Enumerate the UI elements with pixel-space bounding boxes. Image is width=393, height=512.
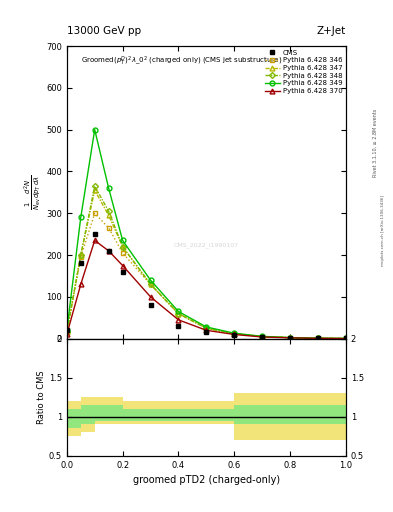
Pythia 6.428 347 <box>106 212 111 219</box>
CMS <box>343 335 348 342</box>
Pythia 6.428 346 <box>148 281 153 287</box>
Pythia 6.428 370 <box>120 263 125 269</box>
X-axis label: groomed pTD2 (charged-only): groomed pTD2 (charged-only) <box>133 475 280 485</box>
Pythia 6.428 346 <box>176 310 181 316</box>
Pythia 6.428 347 <box>260 333 264 339</box>
Line: Pythia 6.428 349: Pythia 6.428 349 <box>64 127 348 341</box>
Pythia 6.428 347 <box>343 335 348 342</box>
Pythia 6.428 346 <box>64 329 69 335</box>
Pythia 6.428 347 <box>120 244 125 250</box>
Pythia 6.428 347 <box>79 252 83 258</box>
Text: mcplots.cern.ch [arXiv:1306.3436]: mcplots.cern.ch [arXiv:1306.3436] <box>381 195 385 266</box>
CMS <box>288 335 292 341</box>
Pythia 6.428 347 <box>316 335 320 342</box>
Pythia 6.428 370 <box>343 335 348 342</box>
Line: Pythia 6.428 348: Pythia 6.428 348 <box>65 184 348 340</box>
CMS <box>316 335 320 342</box>
Pythia 6.428 347 <box>92 187 97 194</box>
Pythia 6.428 370 <box>316 335 320 342</box>
CMS <box>120 269 125 275</box>
Pythia 6.428 346 <box>106 225 111 231</box>
Pythia 6.428 348 <box>120 244 125 250</box>
Pythia 6.428 348 <box>260 333 264 339</box>
Pythia 6.428 370 <box>288 335 292 341</box>
Pythia 6.428 370 <box>176 317 181 323</box>
Text: 13000 GeV pp: 13000 GeV pp <box>67 26 141 36</box>
Pythia 6.428 347 <box>204 325 209 331</box>
Pythia 6.428 349 <box>260 333 264 339</box>
Pythia 6.428 347 <box>176 310 181 316</box>
Pythia 6.428 349 <box>92 126 97 133</box>
Pythia 6.428 348 <box>204 325 209 331</box>
Pythia 6.428 348 <box>92 183 97 189</box>
CMS <box>106 248 111 254</box>
Pythia 6.428 349 <box>176 308 181 314</box>
Pythia 6.428 349 <box>232 330 237 336</box>
Legend: CMS, Pythia 6.428 346, Pythia 6.428 347, Pythia 6.428 348, Pythia 6.428 349, Pyt: CMS, Pythia 6.428 346, Pythia 6.428 347,… <box>263 48 344 96</box>
Text: Groomed$(p_T^D)^2\lambda\_0^2$ (charged only) (CMS jet substructure): Groomed$(p_T^D)^2\lambda\_0^2$ (charged … <box>81 55 282 68</box>
Pythia 6.428 349 <box>106 185 111 191</box>
Pythia 6.428 346 <box>260 333 264 339</box>
Pythia 6.428 349 <box>204 324 209 330</box>
Line: Pythia 6.428 370: Pythia 6.428 370 <box>64 238 348 341</box>
Pythia 6.428 348 <box>176 310 181 316</box>
Pythia 6.428 349 <box>120 238 125 244</box>
Pythia 6.428 348 <box>64 329 69 335</box>
Pythia 6.428 349 <box>343 335 348 342</box>
Text: Rivet 3.1.10, ≥ 2.8M events: Rivet 3.1.10, ≥ 2.8M events <box>373 109 378 178</box>
Pythia 6.428 348 <box>316 335 320 342</box>
Y-axis label: $\frac{1}{N_\mathrm{ev}}\frac{d^2N}{dp_T\,d\lambda}$: $\frac{1}{N_\mathrm{ev}}\frac{d^2N}{dp_T… <box>22 175 43 210</box>
Pythia 6.428 348 <box>288 334 292 340</box>
CMS <box>204 329 209 335</box>
CMS <box>176 323 181 329</box>
Pythia 6.428 348 <box>79 252 83 258</box>
Pythia 6.428 346 <box>79 254 83 260</box>
Pythia 6.428 349 <box>79 215 83 221</box>
Line: CMS: CMS <box>64 232 348 341</box>
Pythia 6.428 346 <box>288 334 292 340</box>
Pythia 6.428 370 <box>148 294 153 300</box>
CMS <box>148 302 153 308</box>
Pythia 6.428 346 <box>232 331 237 337</box>
Pythia 6.428 346 <box>92 210 97 217</box>
Pythia 6.428 346 <box>343 335 348 342</box>
Y-axis label: Ratio to CMS: Ratio to CMS <box>37 370 46 424</box>
Pythia 6.428 349 <box>288 334 292 340</box>
Pythia 6.428 346 <box>316 335 320 342</box>
Text: Z+Jet: Z+Jet <box>317 26 346 36</box>
Pythia 6.428 347 <box>64 329 69 335</box>
Pythia 6.428 349 <box>316 335 320 342</box>
Pythia 6.428 370 <box>106 248 111 254</box>
Pythia 6.428 370 <box>232 331 237 337</box>
Pythia 6.428 370 <box>79 281 83 287</box>
Pythia 6.428 370 <box>64 331 69 337</box>
Text: CMS_2022_I1990107: CMS_2022_I1990107 <box>174 242 239 248</box>
Pythia 6.428 349 <box>64 327 69 333</box>
Pythia 6.428 346 <box>120 250 125 256</box>
Pythia 6.428 348 <box>148 281 153 287</box>
Pythia 6.428 348 <box>343 335 348 342</box>
Pythia 6.428 347 <box>232 331 237 337</box>
CMS <box>232 332 237 338</box>
CMS <box>260 334 264 340</box>
Pythia 6.428 348 <box>232 331 237 337</box>
Line: Pythia 6.428 346: Pythia 6.428 346 <box>64 211 348 341</box>
CMS <box>79 260 83 266</box>
Pythia 6.428 347 <box>288 334 292 340</box>
CMS <box>64 327 69 333</box>
Pythia 6.428 370 <box>204 327 209 333</box>
CMS <box>92 231 97 237</box>
Pythia 6.428 346 <box>204 325 209 331</box>
Pythia 6.428 370 <box>260 334 264 340</box>
Line: Pythia 6.428 347: Pythia 6.428 347 <box>64 188 348 341</box>
Pythia 6.428 348 <box>106 208 111 214</box>
Pythia 6.428 349 <box>148 277 153 283</box>
Pythia 6.428 370 <box>92 238 97 244</box>
Pythia 6.428 347 <box>148 281 153 287</box>
